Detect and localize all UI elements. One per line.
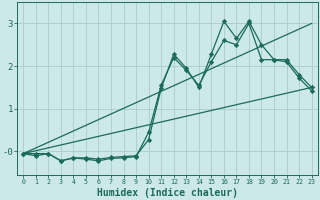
X-axis label: Humidex (Indice chaleur): Humidex (Indice chaleur) — [97, 188, 238, 198]
